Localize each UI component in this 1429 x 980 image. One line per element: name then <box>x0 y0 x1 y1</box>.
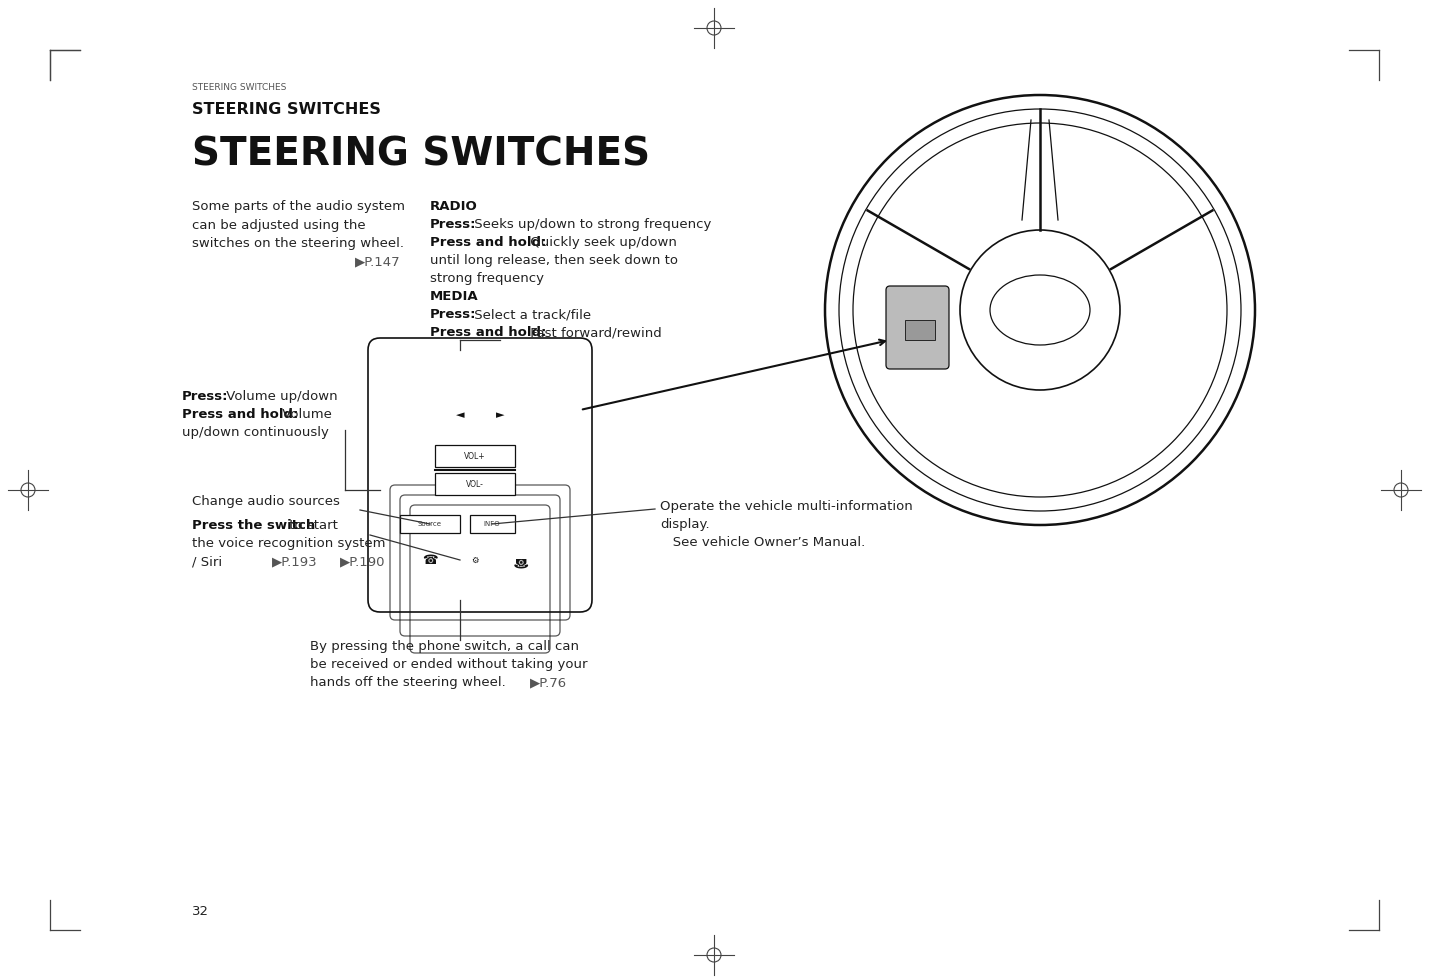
Text: Volume: Volume <box>279 408 332 421</box>
Text: ▶P.190: ▶P.190 <box>340 555 386 568</box>
Text: MEDIA: MEDIA <box>430 290 479 303</box>
Text: Press and hold:: Press and hold: <box>430 236 546 249</box>
Bar <box>470 515 514 533</box>
Bar <box>434 445 514 467</box>
Text: STEERING SWITCHES: STEERING SWITCHES <box>191 83 286 92</box>
Text: Press the switch: Press the switch <box>191 519 316 532</box>
Text: up/down continuously: up/down continuously <box>181 426 329 439</box>
Text: Seeks up/down to strong frequency: Seeks up/down to strong frequency <box>470 218 712 231</box>
Text: display.: display. <box>660 518 710 531</box>
FancyBboxPatch shape <box>886 286 949 369</box>
Text: Quickly seek up/down: Quickly seek up/down <box>526 236 677 249</box>
Text: ☎: ☎ <box>512 554 527 566</box>
Bar <box>400 515 460 533</box>
Text: Press:: Press: <box>181 390 229 403</box>
Text: ☎: ☎ <box>422 554 437 566</box>
Text: Source: Source <box>419 521 442 527</box>
Text: ⚙: ⚙ <box>472 556 479 564</box>
Text: Fast forward/rewind: Fast forward/rewind <box>526 326 662 339</box>
Text: VOL-: VOL- <box>466 479 484 488</box>
Text: hands off the steering wheel.: hands off the steering wheel. <box>310 676 506 689</box>
Text: STEERING SWITCHES: STEERING SWITCHES <box>191 136 650 174</box>
Text: INFO: INFO <box>483 521 500 527</box>
Text: to start: to start <box>284 519 337 532</box>
Text: Select a track/file: Select a track/file <box>470 308 592 321</box>
Text: ►: ► <box>496 410 504 420</box>
Text: Some parts of the audio system
can be adjusted using the
switches on the steerin: Some parts of the audio system can be ad… <box>191 200 404 250</box>
FancyBboxPatch shape <box>369 338 592 612</box>
Text: be received or ended without taking your: be received or ended without taking your <box>310 658 587 671</box>
Text: ◄: ◄ <box>456 410 464 420</box>
Text: ▶P.193: ▶P.193 <box>272 555 317 568</box>
Text: Volume up/down: Volume up/down <box>221 390 337 403</box>
Text: Press:: Press: <box>430 218 476 231</box>
Text: ▶P.147: ▶P.147 <box>354 255 400 268</box>
Text: STEERING SWITCHES: STEERING SWITCHES <box>191 102 382 117</box>
Text: ▶P.76: ▶P.76 <box>530 676 567 689</box>
Text: Press and hold:: Press and hold: <box>430 326 546 339</box>
Text: the voice recognition system: the voice recognition system <box>191 537 386 550</box>
Bar <box>434 473 514 495</box>
Text: Press and hold:: Press and hold: <box>181 408 299 421</box>
Text: By pressing the phone switch, a call can: By pressing the phone switch, a call can <box>310 640 579 653</box>
Text: 32: 32 <box>191 905 209 918</box>
Text: Operate the vehicle multi-information: Operate the vehicle multi-information <box>660 500 913 513</box>
Text: until long release, then seek down to: until long release, then seek down to <box>430 254 677 267</box>
Bar <box>905 320 935 340</box>
Text: VOL+: VOL+ <box>464 452 486 461</box>
Text: strong frequency: strong frequency <box>430 272 544 285</box>
Text: / Siri: / Siri <box>191 555 221 568</box>
Text: Press:: Press: <box>430 308 476 321</box>
Text: RADIO: RADIO <box>430 200 477 213</box>
Text: Change audio sources: Change audio sources <box>191 495 340 508</box>
Text: See vehicle Owner’s Manual.: See vehicle Owner’s Manual. <box>660 536 865 549</box>
